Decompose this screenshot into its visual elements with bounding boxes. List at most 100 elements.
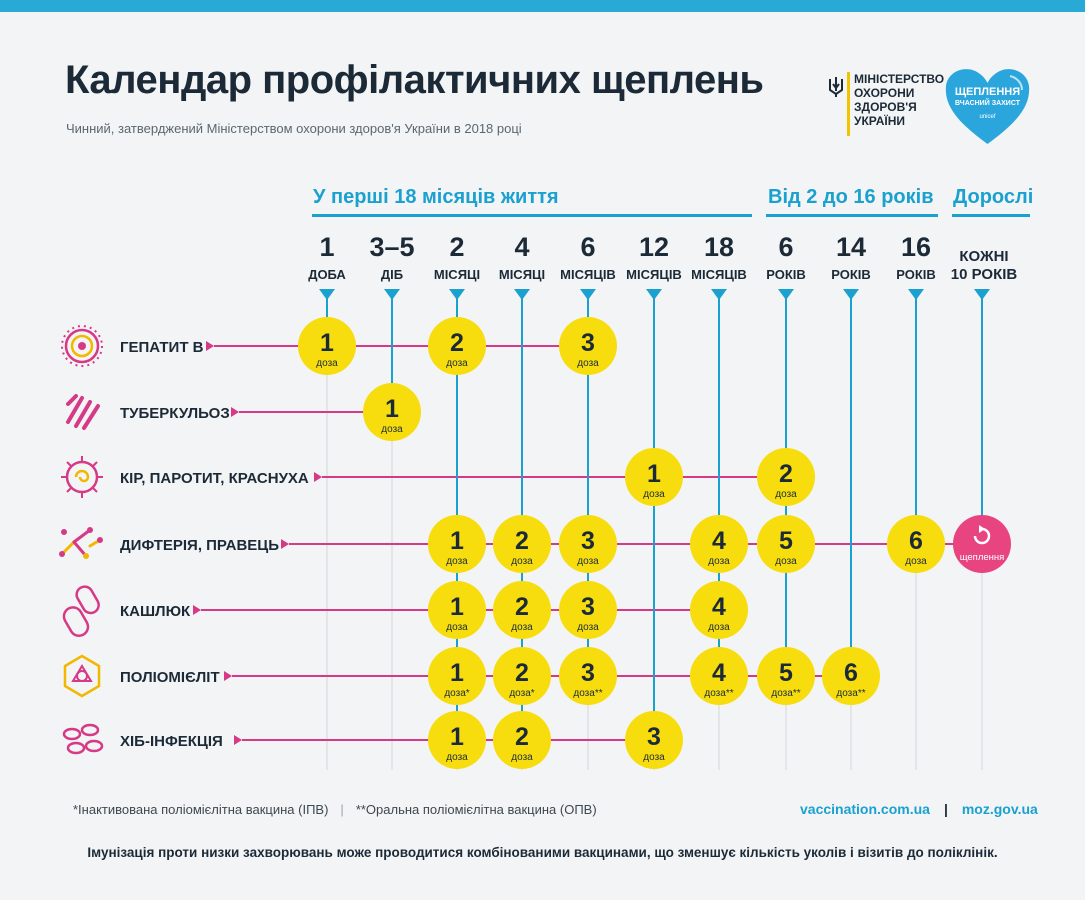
ministry-logo: МІНІСТЕРСТВО ОХОРОНИ ЗДОРОВ'Я УКРАЇНИ [828,70,944,140]
dose-markers: 1доза2доза3доза1доза1доза2доза1доза2доза… [298,317,1011,769]
dose-label: доза** [573,688,602,699]
dose-circle [559,515,617,573]
dose-label: доза* [444,688,469,699]
disease-label: КАШЛЮК [120,603,191,620]
disease-label: ПОЛІОМІЄЛІТ [120,669,220,686]
dose-number: 2 [515,723,529,751]
dose-label: доза [775,489,797,500]
dose-number: 3 [581,527,595,555]
dose-label: доза [511,556,533,567]
dose-circle [493,581,551,639]
dose-number: 1 [450,593,464,621]
dose-circle [428,647,486,705]
dose-label: доза [577,622,599,633]
dose-circle [493,711,551,769]
dose-circle [625,448,683,506]
trident-icon [829,77,843,97]
disease-label: КІР, ПАРОТИТ, КРАСНУХА [120,470,309,487]
campaign-title: ЩЕПЛЕННЯ [954,86,1021,98]
dose-label: доза [708,622,730,633]
column-age-unit: ДОБА [308,267,346,282]
dose-label: доза** [836,688,865,699]
dose-circle [822,647,880,705]
column-age-unit: РОКІВ [831,267,871,282]
dose-circle [298,317,356,375]
dose-label: доза [577,556,599,567]
column-arrow-icon [646,289,662,300]
footnote-divider: | [340,802,344,817]
column-arrow-icon [778,289,794,300]
dose-label: доза [446,622,468,633]
link-vaccination-site[interactable]: vaccination.com.ua [800,801,930,817]
column-arrow-icon [711,289,727,300]
footer-links: vaccination.com.ua | moz.gov.ua [800,801,1038,817]
dose-label: доза [381,424,403,435]
page-title: Календар профілактичних щеплень [65,58,764,102]
column-age-number: 12 [638,232,670,262]
dose-number: 2 [515,527,529,555]
column-age-number: 6 [580,232,596,262]
dose-label: доза [708,556,730,567]
dose-circle [757,448,815,506]
dose-number: 5 [779,527,793,555]
footnote-opv: **Оральна поліомієлітна вакцина (ОПВ) [355,802,597,817]
column-age-unit: МІСЯЦІ [498,267,546,282]
group-underline-infants [312,214,752,217]
dose-number: 1 [450,723,464,751]
dose-circle [690,647,748,705]
column-age-number: 2 [449,232,465,262]
link-moz-site[interactable]: moz.gov.ua [961,801,1038,817]
dose-label: доза [446,358,468,369]
dose-number: 2 [515,659,529,687]
dose-number: 3 [581,593,595,621]
dose-circle [559,581,617,639]
dose-number: 1 [450,527,464,555]
column-arrow-icon [384,289,400,300]
row-arrow [206,341,214,351]
dose-number: 4 [712,527,726,555]
repeat-icon [973,525,991,545]
dose-circle [559,317,617,375]
dose-circle [428,515,486,573]
dose-label: доза [905,556,927,567]
dose-label: доза [643,489,665,500]
page-subtitle: Чинний, затверджений Міністерством охоро… [66,121,522,136]
dose-number: 1 [450,659,464,687]
dose-label: доза [775,556,797,567]
column-arrow-icon [580,289,596,300]
dose-circle [625,711,683,769]
dose-circle [690,515,748,573]
dose-number: 4 [712,659,726,687]
disease-label: ХІБ-ІНФЕКЦІЯ [120,733,223,750]
dose-number: 6 [844,659,858,687]
column-age-unit: РОКІВ [896,267,936,282]
pertussis-bacteria-icon [62,585,100,638]
combined-vaccines-note: Імунізація проти низки захворювань може … [87,845,998,860]
dose-number: 3 [647,723,661,751]
dose-number: 1 [647,460,661,488]
column-arrow-icon [319,289,335,300]
dose-circle [363,383,421,441]
campaign-slogan: ВЧАСНИЙ ЗАХИСТ [954,100,1020,107]
revaccination-label: щеплення [960,552,1005,563]
row-arrow [281,539,289,549]
dose-circle [428,711,486,769]
column-age-number: 18 [703,232,735,262]
dose-circle [493,647,551,705]
